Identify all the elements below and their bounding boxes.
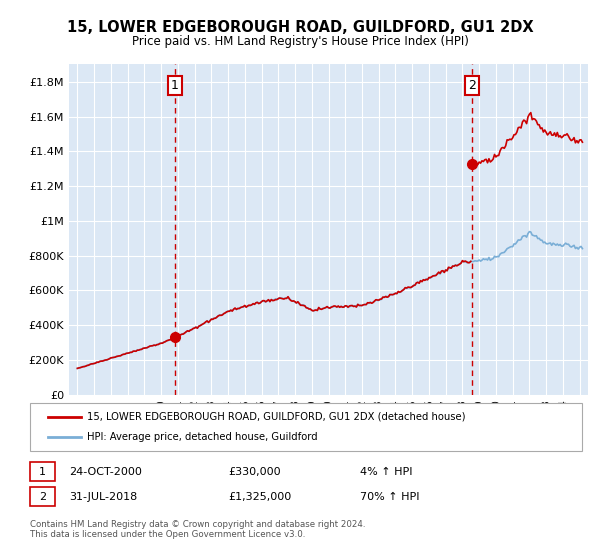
Text: 31-JUL-2018: 31-JUL-2018 xyxy=(69,492,137,502)
Text: Contains HM Land Registry data © Crown copyright and database right 2024.
This d: Contains HM Land Registry data © Crown c… xyxy=(30,520,365,539)
Text: 4% ↑ HPI: 4% ↑ HPI xyxy=(360,466,413,477)
Text: Price paid vs. HM Land Registry's House Price Index (HPI): Price paid vs. HM Land Registry's House … xyxy=(131,35,469,48)
Text: 1: 1 xyxy=(171,79,179,92)
Text: 2: 2 xyxy=(39,492,46,502)
Text: 15, LOWER EDGEBOROUGH ROAD, GUILDFORD, GU1 2DX (detached house): 15, LOWER EDGEBOROUGH ROAD, GUILDFORD, G… xyxy=(87,412,466,422)
Text: 70% ↑ HPI: 70% ↑ HPI xyxy=(360,492,419,502)
Text: 15, LOWER EDGEBOROUGH ROAD, GUILDFORD, GU1 2DX: 15, LOWER EDGEBOROUGH ROAD, GUILDFORD, G… xyxy=(67,20,533,35)
Text: £1,325,000: £1,325,000 xyxy=(228,492,291,502)
Text: 1: 1 xyxy=(39,466,46,477)
Text: HPI: Average price, detached house, Guildford: HPI: Average price, detached house, Guil… xyxy=(87,432,317,441)
Text: 2: 2 xyxy=(468,79,476,92)
Text: 24-OCT-2000: 24-OCT-2000 xyxy=(69,466,142,477)
Text: £330,000: £330,000 xyxy=(228,466,281,477)
